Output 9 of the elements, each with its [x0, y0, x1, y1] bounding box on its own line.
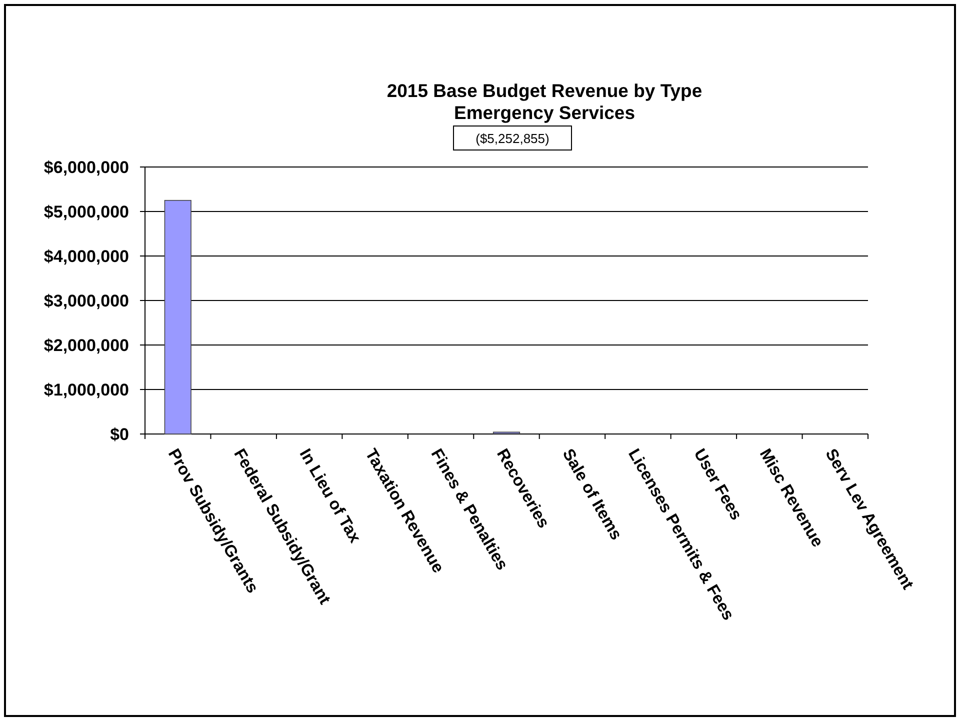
- y-tick-label: $1,000,000: [44, 380, 129, 400]
- y-tick-label: $3,000,000: [44, 291, 129, 310]
- y-tick-label: $0: [110, 424, 129, 444]
- chart-title: 2015 Base Budget Revenue by Type Emergency Services: [386, 80, 702, 123]
- y-tick-label: $4,000,000: [44, 246, 129, 266]
- chart-subtitle: ($5,252,855): [476, 131, 550, 146]
- y-tick-label: $5,000,000: [44, 202, 129, 222]
- y-tick-label: $6,000,000: [44, 158, 129, 177]
- y-tick-label: $2,000,000: [44, 336, 129, 355]
